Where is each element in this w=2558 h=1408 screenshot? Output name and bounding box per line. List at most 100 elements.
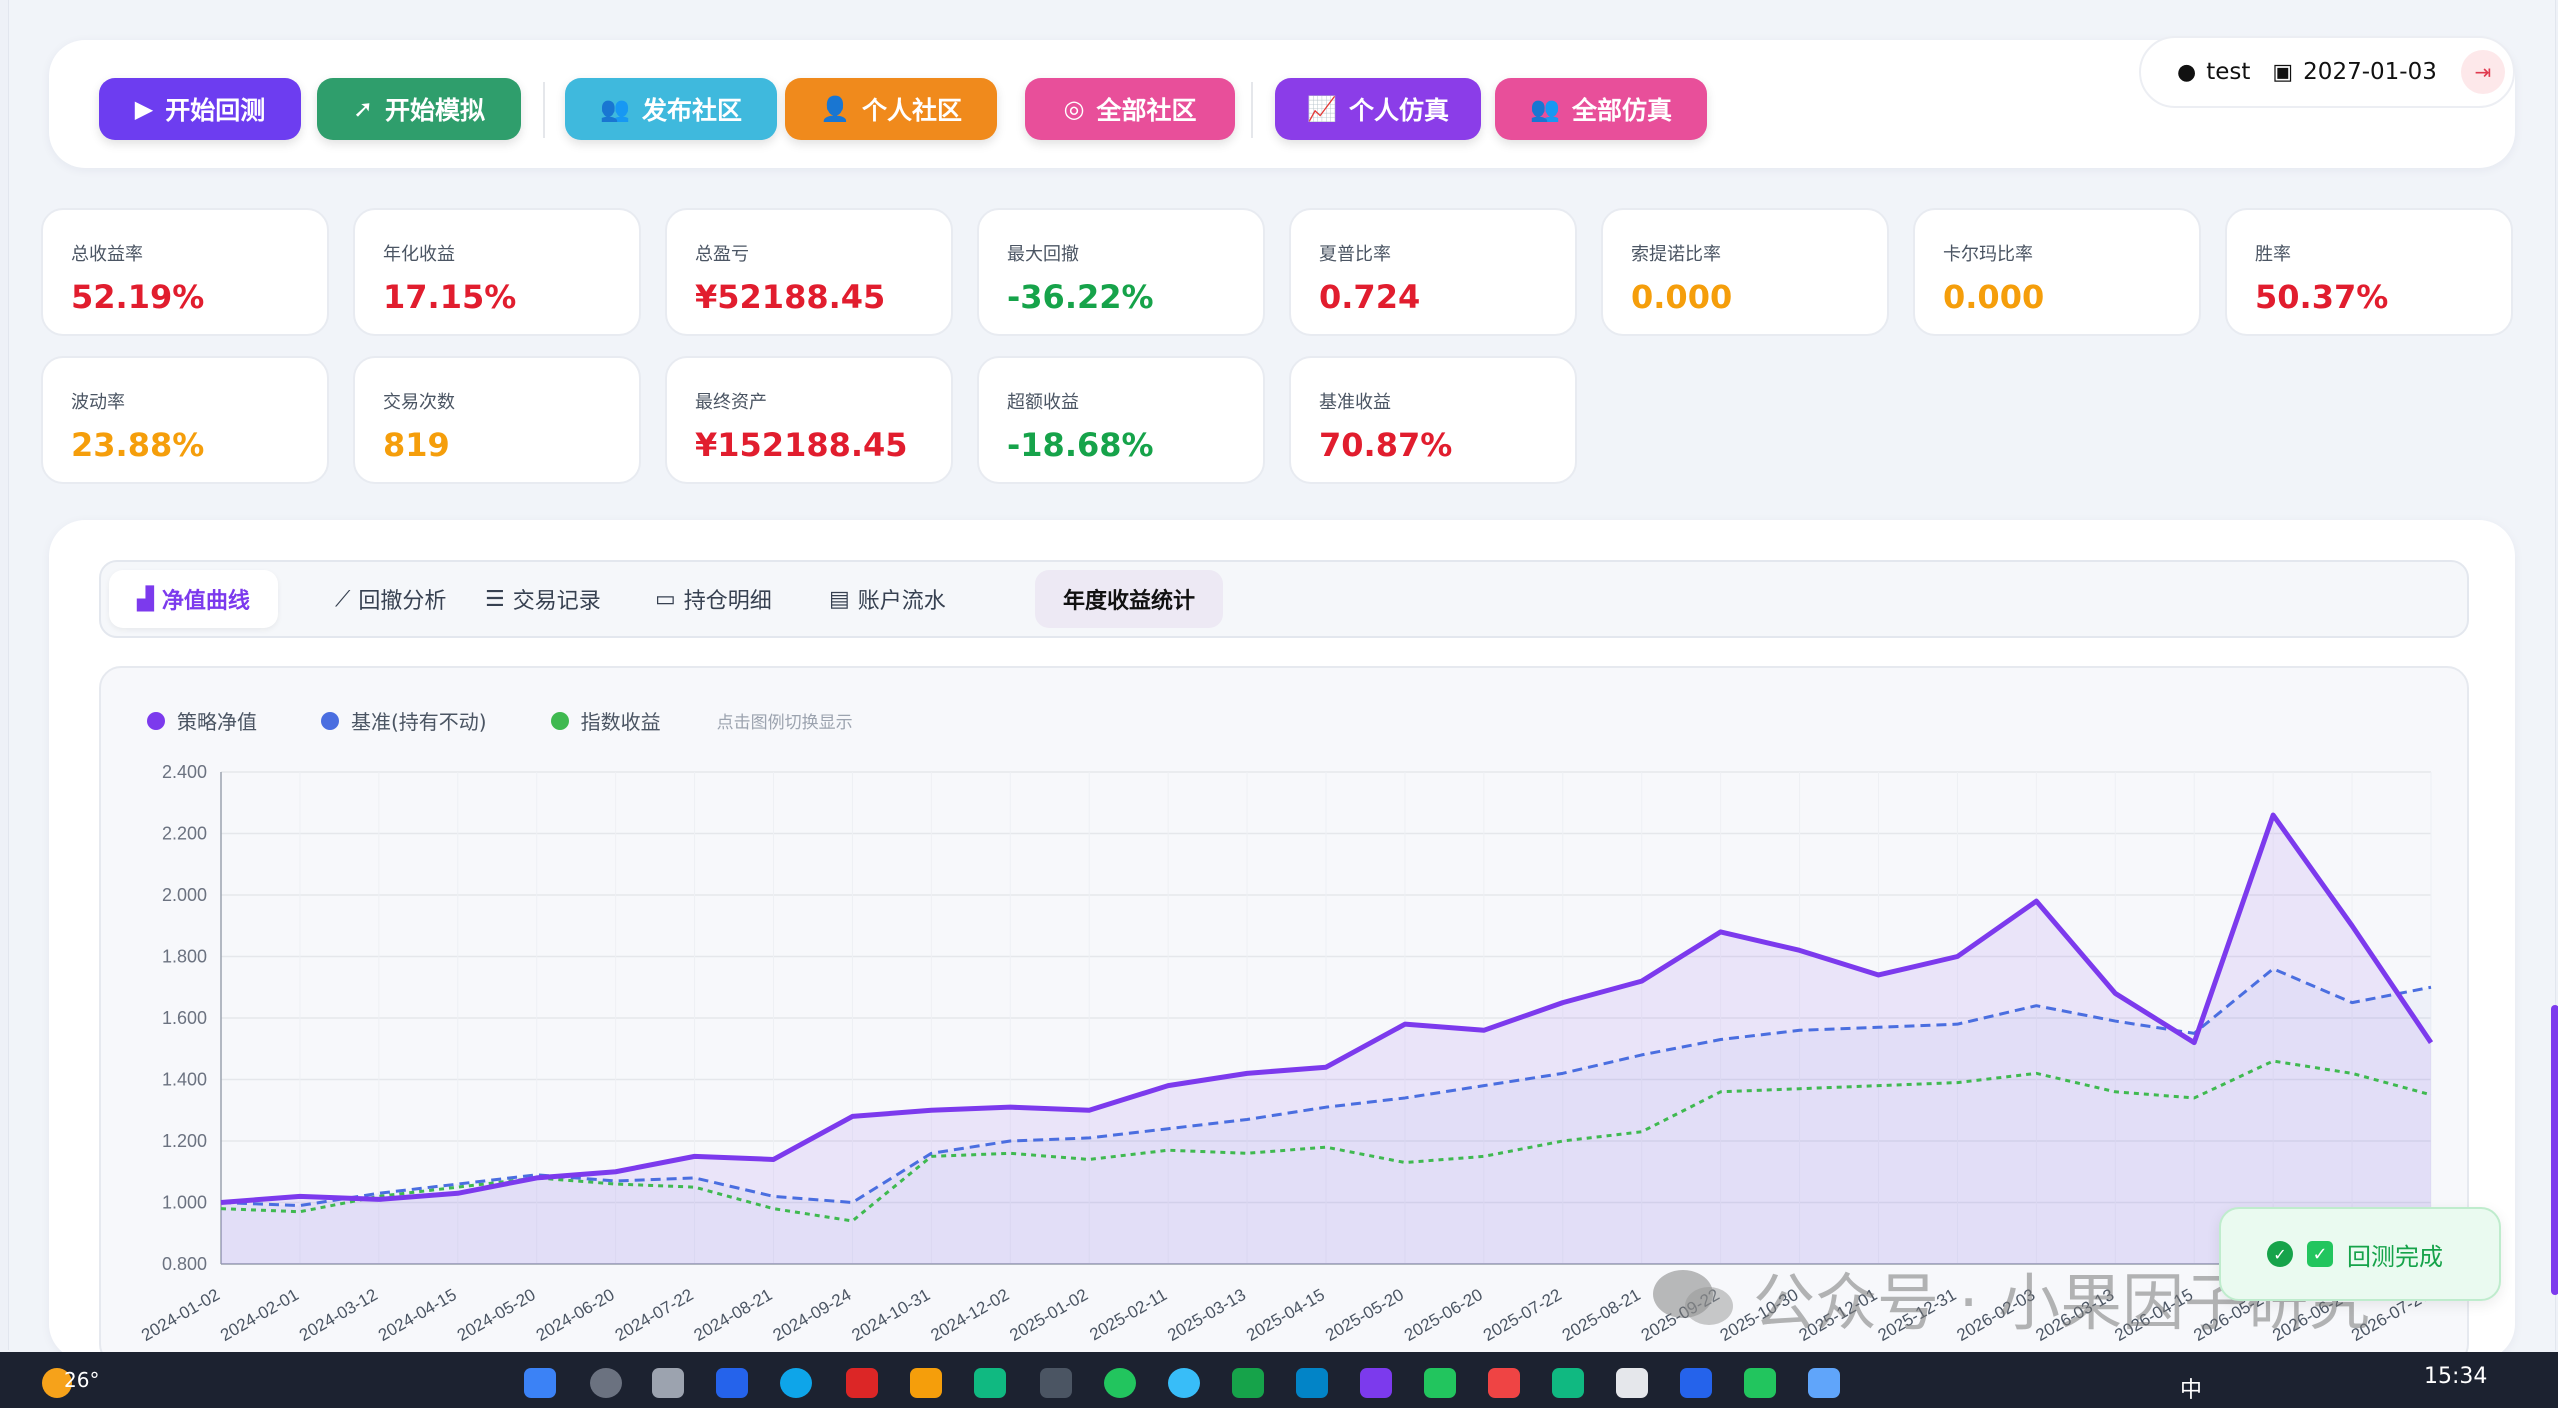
chrome-icon[interactable] — [1104, 1368, 1136, 1398]
x-tick-label: 2025-06-20 — [1401, 1285, 1486, 1345]
x-tick-label: 2025-02-11 — [1086, 1285, 1170, 1344]
x-tick-label: 2024-02-01 — [217, 1285, 302, 1345]
weather-icon[interactable] — [42, 1368, 72, 1398]
clock[interactable]: 15:34 — [2424, 1364, 2488, 1389]
tab-label: 回撤分析 — [358, 589, 447, 614]
tab-drawdown[interactable]: ⟋ 回撤分析 — [307, 570, 474, 628]
chat-icon[interactable] — [1424, 1368, 1456, 1398]
logout-button[interactable]: ⇥ — [2460, 50, 2505, 94]
button-label: 开始模拟 — [385, 96, 486, 125]
chart-legend: 策略净值 基准(持有不动) 指数收益 点击图例切换显示 — [147, 706, 853, 735]
metric-value: 70.87% — [1319, 426, 1453, 464]
metric-label: 索提诺比率 — [1631, 244, 1721, 265]
task-view-icon[interactable] — [652, 1368, 684, 1398]
result-panel: ▟ 净值曲线 ⟋ 回撤分析 ☰ 交易记录 ▭ 持仓明细 ▤ 账户流水 年度收益统计 策略净值 基准(… — [49, 520, 2515, 1366]
button-label: 开始回测 — [165, 96, 266, 125]
calendar-icon: ▣ — [2272, 59, 2294, 85]
x-tick-label: 2024-05-20 — [454, 1285, 539, 1345]
x-tick-label: 2024-09-24 — [770, 1285, 855, 1345]
app-icon[interactable] — [1488, 1368, 1520, 1398]
x-tick-label: 2025-01-02 — [1006, 1285, 1091, 1345]
app-icon[interactable] — [1296, 1368, 1328, 1398]
button-label: 发布社区 — [641, 96, 742, 125]
metric-value: 0.000 — [1631, 278, 1733, 316]
metric-label: 总盈亏 — [695, 244, 749, 265]
metric-value: ¥152188.45 — [695, 426, 908, 464]
folder-icon[interactable] — [910, 1368, 942, 1398]
x-tick-label: 2024-07-22 — [612, 1285, 697, 1345]
metric-card: 卡尔玛比率 0.000 — [1913, 208, 2201, 336]
all-sim-button[interactable]: 👥 全部仿真 — [1495, 78, 1707, 140]
chart-line-icon: ⟋ — [335, 586, 351, 612]
tab-nav-curve[interactable]: ▟ 净值曲线 — [109, 570, 278, 628]
toolbar-divider — [1251, 82, 1253, 138]
all-community-button[interactable]: ◎ 全部社区 — [1025, 78, 1235, 140]
x-tick-label: 2025-03-13 — [1164, 1285, 1249, 1345]
area-chart-icon: ▟ — [137, 586, 154, 612]
metric-value: 819 — [383, 426, 450, 464]
metric-value: 0.000 — [1943, 278, 2045, 316]
start-icon[interactable] — [524, 1368, 556, 1398]
toast-success: ✓ ✓ 回测完成 — [2219, 1207, 2501, 1301]
metric-value: 50.37% — [2255, 278, 2389, 316]
wps-icon[interactable] — [846, 1368, 878, 1398]
tab-label: 净值曲线 — [161, 589, 250, 614]
mail-icon[interactable] — [716, 1368, 748, 1398]
store-icon[interactable] — [974, 1368, 1006, 1398]
metric-value: 17.15% — [383, 278, 517, 316]
app-icon[interactable] — [1552, 1368, 1584, 1398]
toolbar: ▶ 开始回测 ➚ 开始模拟 👥 发布社区 👤 个人社区 ◎ 全部社区 📈 个人仿真 👥 全部仿真 ● te… — [49, 36, 2515, 168]
logout-icon: ⇥ — [2474, 60, 2492, 84]
tab-ledger[interactable]: ▤ 账户流水 — [801, 570, 974, 628]
metric-value: -18.68% — [1007, 426, 1154, 464]
y-tick-label: 2.200 — [162, 824, 207, 844]
publish-community-button[interactable]: 👥 发布社区 — [565, 78, 777, 140]
scrollbar[interactable] — [2551, 1005, 2558, 1295]
app-icon[interactable] — [1360, 1368, 1392, 1398]
search-icon[interactable] — [590, 1368, 622, 1398]
start-backtest-button[interactable]: ▶ 开始回测 — [99, 78, 301, 140]
tab-label: 账户流水 — [857, 589, 946, 614]
metric-card: 总盈亏 ¥52188.45 — [665, 208, 953, 336]
metric-label: 卡尔玛比率 — [1943, 244, 2033, 265]
start-simulation-button[interactable]: ➚ 开始模拟 — [317, 78, 521, 140]
legend-item-strategy[interactable]: 策略净值 — [147, 706, 257, 735]
personal-sim-button[interactable]: 📈 个人仿真 — [1275, 78, 1481, 140]
wechat-icon[interactable] — [1744, 1368, 1776, 1398]
series-strategy-area — [221, 815, 2431, 1264]
ie-icon[interactable] — [1168, 1368, 1200, 1398]
personal-community-button[interactable]: 👤 个人社区 — [785, 78, 997, 140]
edge-icon[interactable] — [780, 1368, 812, 1398]
user-circle-icon: ● — [2177, 59, 2197, 85]
metric-label: 基准收益 — [1319, 392, 1391, 413]
tab-holdings[interactable]: ▭ 持仓明细 — [627, 570, 800, 628]
vscode-icon[interactable] — [1680, 1368, 1712, 1398]
series-index-line — [220, 1059, 2432, 1223]
panda-icon[interactable] — [1616, 1368, 1648, 1398]
app-icon[interactable] — [1040, 1368, 1072, 1398]
legend-item-index[interactable]: 指数收益 — [550, 706, 661, 735]
x-tick-label: 2024-04-15 — [375, 1285, 460, 1345]
check-square-icon: ✓ — [2307, 1241, 2333, 1267]
legend-item-benchmark[interactable]: 基准(持有不动) — [321, 706, 487, 735]
x-tick-label: 2024-03-12 — [296, 1285, 381, 1345]
metric-card: 基准收益 70.87% — [1289, 356, 1577, 484]
taskbar — [0, 1352, 2558, 1408]
metric-card: 年化收益 17.15% — [353, 208, 641, 336]
briefcase-icon: ▭ — [655, 586, 676, 612]
legend-label: 策略净值 — [177, 710, 257, 734]
metric-label: 年化收益 — [383, 244, 455, 265]
tab-trades[interactable]: ☰ 交易记录 — [457, 570, 629, 628]
rocket-icon: ➚ — [352, 95, 374, 123]
metric-card: 夏普比率 0.724 — [1289, 208, 1577, 336]
notepad-icon[interactable] — [1808, 1368, 1840, 1398]
metric-value: 23.88% — [71, 426, 205, 464]
app-icon[interactable] — [1232, 1368, 1264, 1398]
metric-card: 超额收益 -18.68% — [977, 356, 1265, 484]
ime-indicator[interactable]: 中 — [2180, 1378, 2203, 1403]
list-icon: ☰ — [485, 586, 505, 612]
username: test — [2206, 59, 2251, 85]
tab-annual-returns[interactable]: 年度收益统计 — [1035, 570, 1224, 628]
current-date: 2027-01-03 — [2303, 59, 2437, 85]
x-tick-label: 2025-07-22 — [1480, 1285, 1565, 1345]
